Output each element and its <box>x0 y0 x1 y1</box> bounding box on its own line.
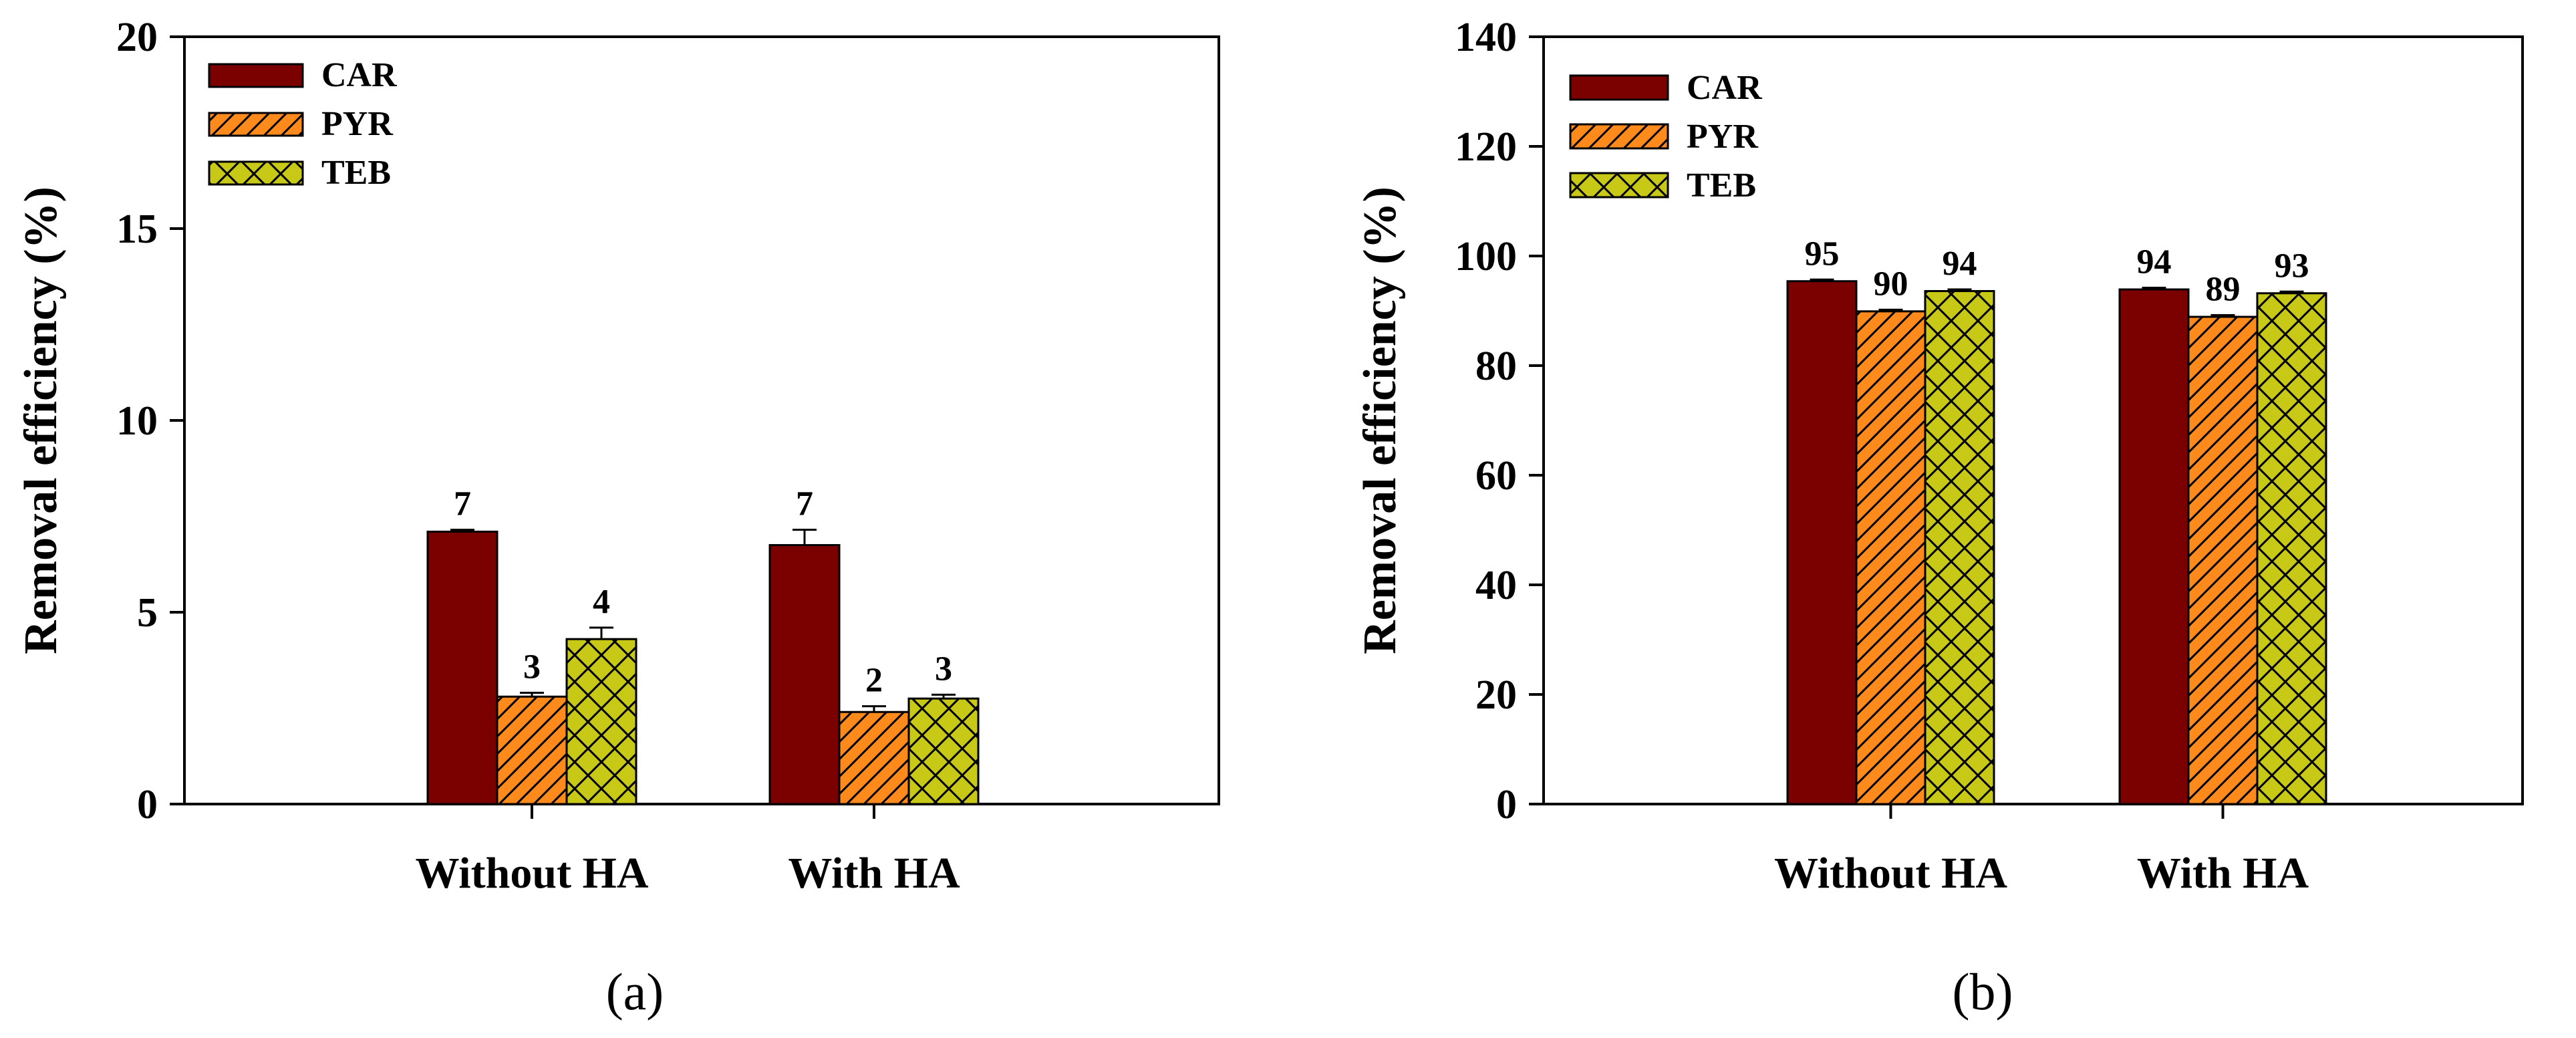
data-label: 2 <box>865 662 883 700</box>
legend-swatch-teb <box>1569 172 1669 199</box>
panel-caption: (b) <box>1953 962 2013 1021</box>
y-axis-label: Removal efficiency (%) <box>15 186 67 654</box>
y-tick-label: 140 <box>1455 15 1517 60</box>
data-label: 94 <box>1943 245 1977 283</box>
legend-label-pyr: PYR <box>321 105 394 143</box>
y-axis-label: Removal efficiency (%) <box>1354 186 1406 654</box>
data-label: 94 <box>2137 243 2172 281</box>
data-label: 93 <box>2275 247 2309 285</box>
legend-label-car: CAR <box>321 56 398 94</box>
legend-swatch-pyr <box>1569 123 1669 150</box>
panel-caption: (a) <box>606 962 664 1021</box>
bar-pyr-with-ha <box>838 710 910 805</box>
data-label: 4 <box>593 583 610 621</box>
error-bar <box>450 529 474 532</box>
x-category-label: Without HA <box>1774 849 2007 898</box>
x-category-label: With HA <box>788 849 960 898</box>
legend-swatch-car <box>1569 74 1669 101</box>
bar-teb-with-ha <box>907 697 980 805</box>
chart-panel-a: 0 5 10 15 20 Removal efficiency (%) 7 3 4 7 2 3 W… <box>15 15 1220 1021</box>
y-tick-label: 60 <box>1475 453 1517 499</box>
legend-swatch-car <box>208 63 304 88</box>
data-label: 7 <box>796 485 813 523</box>
data-label: 7 <box>454 485 471 523</box>
bar-pyr-with-ha <box>2187 315 2259 805</box>
y-tick-label: 40 <box>1475 563 1517 608</box>
y-tick-label: 100 <box>1455 234 1517 279</box>
error-bar <box>862 705 886 712</box>
bar-car-with-ha <box>768 544 841 805</box>
y-tick-label: 20 <box>116 15 158 60</box>
y-tick-label: 20 <box>1475 672 1517 718</box>
data-label: 89 <box>2206 271 2241 309</box>
y-tick-label: 10 <box>116 398 158 444</box>
data-label: 95 <box>1805 235 1840 273</box>
y-tick-label: 15 <box>116 207 158 252</box>
error-bar <box>793 529 817 545</box>
bar-car-without-ha <box>1786 280 1858 805</box>
bar-teb-without-ha <box>1924 289 1995 805</box>
error-bar <box>520 692 544 697</box>
y-tick-label: 80 <box>1475 344 1517 389</box>
error-bar <box>2210 314 2235 317</box>
error-bar <box>1947 288 1972 291</box>
y-tick-label: 0 <box>137 782 158 827</box>
data-label: 3 <box>523 648 541 686</box>
data-label: 3 <box>935 650 952 688</box>
legend: CAR PYR TEB <box>208 56 398 192</box>
data-label: 90 <box>1874 265 1908 303</box>
y-tick-label: 120 <box>1455 124 1517 170</box>
y-tick-label: 5 <box>137 590 158 636</box>
error-bar <box>1878 308 1903 311</box>
legend-label-pyr: PYR <box>1687 118 1759 156</box>
bar-series-group: 7 3 4 7 2 3 <box>426 485 980 805</box>
legend: CAR PYR TEB <box>1569 69 1763 205</box>
x-axis-categories: Without HA With HA <box>1774 804 2309 898</box>
error-bar <box>2142 287 2166 290</box>
bar-teb-without-ha <box>565 638 637 805</box>
bar-pyr-without-ha <box>496 695 568 805</box>
bar-series-group: 95 90 94 94 89 93 <box>1786 235 2327 805</box>
legend-swatch-teb <box>208 160 304 186</box>
plot-frame <box>1542 35 2524 805</box>
x-category-label: With HA <box>2137 849 2309 898</box>
y-axis: 0 20 40 60 80 100 120 140 <box>1455 15 1544 827</box>
error-bar <box>1810 278 1834 281</box>
legend-swatch-pyr <box>208 112 304 137</box>
error-bar <box>2279 290 2304 293</box>
bar-pyr-without-ha <box>1855 310 1926 805</box>
bar-teb-with-ha <box>2256 292 2327 805</box>
legend-label-teb: TEB <box>321 154 391 192</box>
error-bar <box>589 626 613 640</box>
y-tick-label: 0 <box>1496 782 1517 827</box>
plot-frame <box>183 35 1220 805</box>
bar-car-without-ha <box>426 530 498 805</box>
legend-label-car: CAR <box>1687 69 1763 107</box>
y-axis: 0 5 10 15 20 <box>116 15 184 827</box>
bar-car-with-ha <box>2118 288 2190 805</box>
x-category-label: Without HA <box>415 849 648 898</box>
chart-panel-b: 0 20 40 60 80 100 120 140 Removal efficiency (%… <box>1354 15 2524 1021</box>
x-axis-categories: Without HA With HA <box>415 804 960 898</box>
error-bar <box>932 693 956 699</box>
legend-label-teb: TEB <box>1687 166 1756 205</box>
